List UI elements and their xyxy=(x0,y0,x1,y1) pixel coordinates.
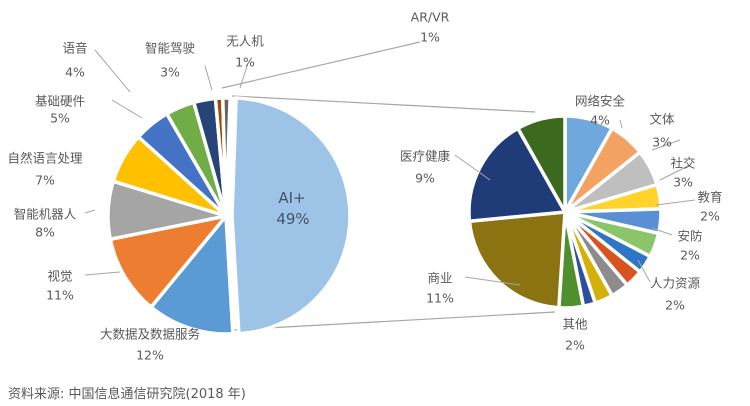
leader-line xyxy=(619,119,623,129)
leader-line xyxy=(651,227,673,236)
slice-percent: 8% xyxy=(35,224,55,240)
slice-percent: 49% xyxy=(276,210,310,228)
connector-line xyxy=(231,95,536,113)
source-note: 资料来源: 中国信息通信研究院(2018 年) xyxy=(8,387,246,402)
connector-line xyxy=(231,311,556,331)
leader-line xyxy=(637,259,651,283)
slice-label: 社交 xyxy=(670,155,696,171)
leader-line xyxy=(84,209,96,214)
slice-percent: 12% xyxy=(136,347,164,363)
slice-label: 网络安全 xyxy=(574,93,626,109)
slice-percent: 1% xyxy=(420,29,440,45)
slice-percent: 5% xyxy=(50,110,70,126)
leader-line xyxy=(454,154,491,181)
slice-percent: 2% xyxy=(565,337,585,353)
slice-label: 教育 xyxy=(697,189,723,205)
slice-percent: 3% xyxy=(160,64,180,80)
slice-label: 商业 xyxy=(427,270,453,286)
slice-percent: 3% xyxy=(673,174,693,190)
slice-label: AR/VR xyxy=(410,9,450,25)
leader-line xyxy=(659,164,691,181)
connector-line xyxy=(221,41,421,89)
slice-label: 人力资源 xyxy=(649,275,701,291)
leader-line xyxy=(655,199,696,206)
slice-percent: 1% xyxy=(235,54,255,70)
slice-label: 基础硬件 xyxy=(34,93,86,109)
leader-line xyxy=(239,62,249,89)
slice-percent: 4% xyxy=(590,112,610,128)
slice-percent: 11% xyxy=(426,290,454,306)
slice-percent: 4% xyxy=(65,64,85,80)
leader-line xyxy=(84,271,121,276)
slice-percent: 2% xyxy=(665,297,685,313)
slice-label: 医疗健康 xyxy=(399,148,451,164)
pie-slice-0-1 xyxy=(148,211,235,336)
leader-line xyxy=(651,139,681,151)
slice-label: 文体 xyxy=(649,111,675,127)
pie-slice-0-0 xyxy=(230,96,352,336)
slice-label: AI+ xyxy=(278,189,306,207)
slice-percent: 2% xyxy=(680,247,700,263)
slice-percent: 11% xyxy=(46,287,74,303)
leader-line xyxy=(111,99,143,119)
slice-label: 智能驾驶 xyxy=(144,40,196,56)
leader-line xyxy=(464,276,521,286)
slice-label: 其他 xyxy=(562,316,588,332)
slice-label: 安防 xyxy=(677,228,703,244)
slice-percent: 2% xyxy=(700,208,720,224)
leader-line xyxy=(94,49,131,93)
pie-slice-0-9 xyxy=(220,96,232,217)
pie-slice-1-14 xyxy=(515,114,567,219)
slice-label: 无人机 xyxy=(226,33,264,49)
pie-slice-1-12 xyxy=(467,210,567,310)
slice-label: 语音 xyxy=(62,40,88,56)
leader-line xyxy=(204,65,213,91)
slice-label: 大数据及数据服务 xyxy=(99,326,201,342)
slice-label: 智能机器人 xyxy=(13,206,77,222)
slice-label: 自然语言处理 xyxy=(7,150,83,166)
pie-slice-1-13 xyxy=(467,125,568,224)
slice-label: 视觉 xyxy=(47,268,73,284)
slice-percent: 3% xyxy=(652,134,672,150)
slice-percent: 9% xyxy=(415,170,435,186)
slice-percent: 7% xyxy=(35,172,55,188)
